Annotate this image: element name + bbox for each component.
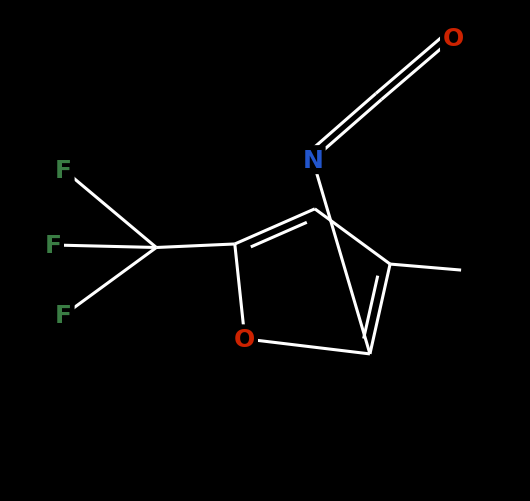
Text: F: F	[55, 304, 72, 328]
Text: N: N	[302, 148, 323, 172]
Text: O: O	[234, 327, 255, 351]
Text: F: F	[55, 158, 72, 182]
Text: O: O	[443, 27, 464, 51]
Text: F: F	[45, 233, 61, 258]
